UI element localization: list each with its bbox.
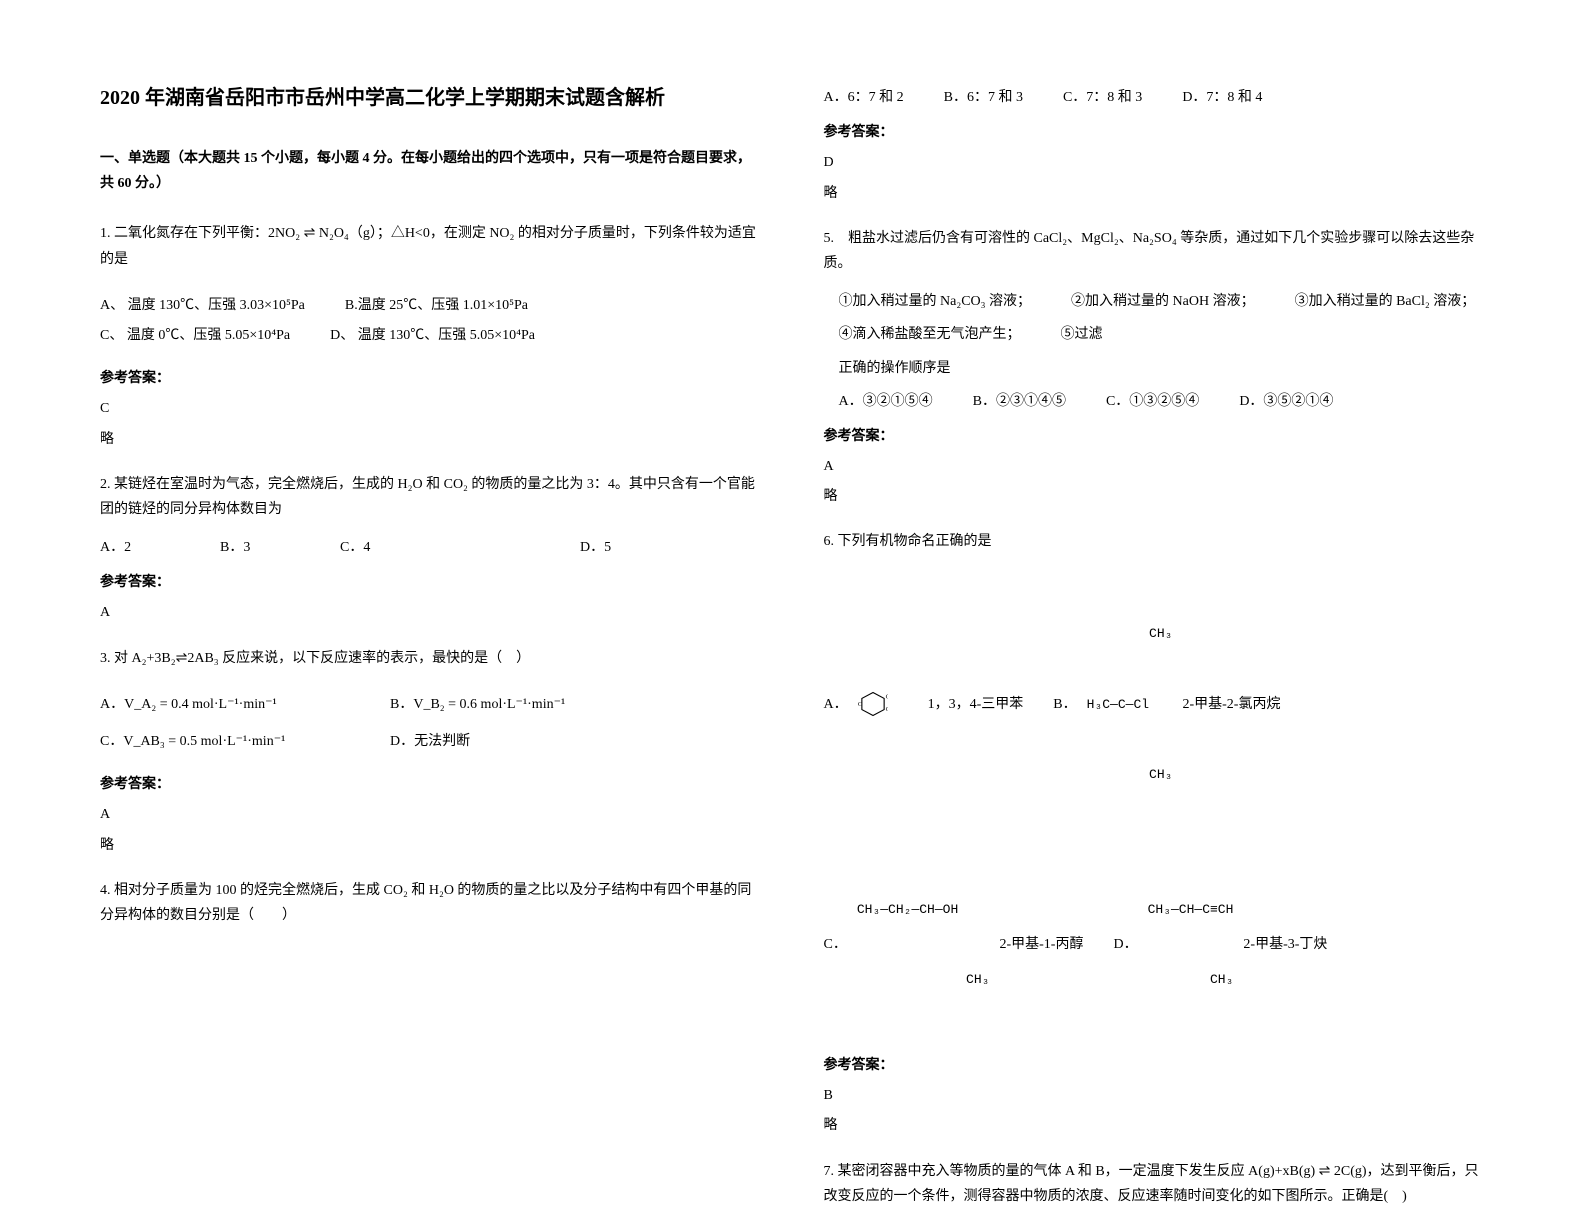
q6-optD-struct: CH₃—CH—C≡CH CH₃	[1148, 851, 1234, 1038]
q4-note: 略	[824, 181, 1488, 206]
q2-answer: A	[100, 600, 764, 625]
answer-label: 参考答案：	[824, 1053, 1488, 1078]
q3-answer: A	[100, 802, 764, 827]
q5-step3: ③加入稍过量的 BaCl₂ 溶液；	[1295, 289, 1476, 314]
q3-optD: D．无法判断	[390, 729, 470, 754]
q4-optD: D．7：8 和 4	[1182, 85, 1262, 110]
q3-note: 略	[100, 833, 764, 858]
q5-step2: ②加入稍过量的 NaOH 溶液；	[1071, 289, 1255, 314]
answer-label: 参考答案：	[100, 366, 764, 391]
q5-step4: ④滴入稀盐酸至无气泡产生；	[839, 322, 1021, 347]
question-4: 4. 相对分子质量为 100 的烃完全燃烧后，生成 CO₂ 和 H₂O 的物质的…	[100, 878, 764, 928]
q6-optA: A． H₃C CH₃ CH₃ 1，3，4-三甲苯	[824, 576, 1024, 833]
left-column: 2020 年湖南省岳阳市市岳州中学高二化学上学期期末试题含解析 一、单选题（本大…	[100, 80, 764, 1042]
q6-optB-label: B．	[1053, 692, 1076, 717]
q2-optB: B．3	[220, 535, 300, 560]
right-column: A．6：7 和 2 B．6：7 和 3 C．7：8 和 3 D．7：8 和 4 …	[824, 80, 1488, 1042]
exam-title: 2020 年湖南省岳阳市市岳州中学高二化学上学期期末试题含解析	[100, 80, 764, 116]
q6-optC-struct: CH₃—CH₂—CH—OH CH₃	[857, 851, 990, 1038]
q6-optB-struct: CH₃ H₃C—C—Cl CH₃	[1087, 576, 1173, 833]
q1-note: 略	[100, 427, 764, 452]
q2-optC: C．4	[340, 535, 540, 560]
svg-text:CH₃: CH₃	[885, 694, 887, 701]
q1-optA: A、 温度 130℃、压强 3.03×10⁵Pa	[100, 293, 305, 318]
q3-optB: B．V_B₂ = 0.6 mol·L⁻¹·min⁻¹	[390, 692, 565, 717]
q6-optC-label: C．	[824, 932, 847, 957]
answer-label: 参考答案：	[824, 424, 1488, 449]
q6-optC-name: 2-甲基-1-丙醇	[999, 932, 1083, 957]
svg-text:H₃C: H₃C	[858, 701, 863, 708]
question-6: 6. 下列有机物命名正确的是	[824, 529, 1488, 554]
q5-note: 略	[824, 484, 1488, 509]
q6-optC: C． CH₃—CH₂—CH—OH CH₃ 2-甲基-1-丙醇	[824, 851, 1084, 1038]
q1-optD: D、 温度 130℃、压强 5.05×10⁴Pa	[330, 323, 535, 348]
question-3: 3. 对 A₂+3B₂⇌2AB₃ 反应来说，以下反应速率的表示，最快的是（ ）	[100, 646, 764, 671]
q6-note: 略	[824, 1113, 1488, 1138]
q5-optC: C．①③②⑤④	[1106, 389, 1199, 414]
q6-optA-label: A．	[824, 692, 848, 717]
q3-optA: A．V_A₂ = 0.4 mol·L⁻¹·min⁻¹	[100, 692, 350, 717]
q1-answer: C	[100, 396, 764, 421]
question-1: 1. 二氧化氮存在下列平衡：2NO₂ ⇌ N₂O₄（g）；△H<0，在测定 NO…	[100, 221, 764, 271]
q6-optD-label: D．	[1113, 932, 1137, 957]
q5-optB: B．②③①④⑤	[973, 389, 1066, 414]
q5-step1: ①加入稍过量的 Na₂CO₃ 溶液；	[839, 289, 1032, 314]
q6-answer: B	[824, 1083, 1488, 1108]
q6-optD: D． CH₃—CH—C≡CH CH₃ 2-甲基-3-丁炔	[1113, 851, 1327, 1038]
q5-steps: ①加入稍过量的 Na₂CO₃ 溶液； ②加入稍过量的 NaOH 溶液； ③加入稍…	[839, 284, 1488, 414]
q6-options: A． H₃C CH₃ CH₃ 1，3，4-三甲苯 B． CH₃ H₃C—C—Cl…	[824, 563, 1488, 1043]
q1-optC: C、 温度 0℃、压强 5.05×10⁴Pa	[100, 323, 290, 348]
q4-optC: C．7：8 和 3	[1063, 85, 1142, 110]
q2-options: A．2 B．3 C．4 D．5	[100, 535, 764, 560]
answer-label: 参考答案：	[100, 772, 764, 797]
q6-optB: B． CH₃ H₃C—C—Cl CH₃ 2-甲基-2-氯丙烷	[1053, 576, 1280, 833]
q2-optD: D．5	[580, 535, 611, 560]
q6-optA-name: 1，3，4-三甲苯	[928, 692, 1024, 717]
q5-step5: ⑤过滤	[1061, 322, 1103, 347]
q5-optD: D．③⑤②①④	[1239, 389, 1333, 414]
benzene-icon: H₃C CH₃ CH₃	[858, 691, 888, 717]
q3-optC: C．V_AB₃ = 0.5 mol·L⁻¹·min⁻¹	[100, 729, 350, 754]
q4-options: A．6：7 和 2 B．6：7 和 3 C．7：8 和 3 D．7：8 和 4	[824, 85, 1488, 110]
q6-optD-name: 2-甲基-3-丁炔	[1243, 932, 1327, 957]
q4-optB: B．6：7 和 3	[944, 85, 1023, 110]
question-2: 2. 某链烃在室温时为气态，完全燃烧后，生成的 H₂O 和 CO₂ 的物质的量之…	[100, 472, 764, 522]
answer-label: 参考答案：	[100, 570, 764, 595]
q5-optA: A．③②①⑤④	[839, 389, 933, 414]
q5-sub: 正确的操作顺序是	[839, 356, 1488, 381]
q6-optB-name: 2-甲基-2-氯丙烷	[1182, 692, 1280, 717]
q1-optB: B.温度 25℃、压强 1.01×10⁵Pa	[345, 293, 528, 318]
q2-optA: A．2	[100, 535, 180, 560]
q3-options: A．V_A₂ = 0.4 mol·L⁻¹·min⁻¹ B．V_B₂ = 0.6 …	[100, 687, 764, 754]
answer-label: 参考答案：	[824, 120, 1488, 145]
question-5: 5. 粗盐水过滤后仍含有可溶性的 CaCl₂、MgCl₂、Na₂SO₄ 等杂质，…	[824, 226, 1488, 276]
q1-options: A、 温度 130℃、压强 3.03×10⁵Pa B.温度 25℃、压强 1.0…	[100, 288, 764, 348]
q4-answer: D	[824, 150, 1488, 175]
q4-optA: A．6：7 和 2	[824, 85, 904, 110]
question-7: 7. 某密闭容器中充入等物质的量的气体 A 和 B，一定温度下发生反应 A(g)…	[824, 1159, 1488, 1209]
svg-text:CH₃: CH₃	[885, 706, 887, 713]
section-header: 一、单选题（本大题共 15 个小题，每小题 4 分。在每小题给出的四个选项中，只…	[100, 146, 764, 196]
q5-answer: A	[824, 454, 1488, 479]
